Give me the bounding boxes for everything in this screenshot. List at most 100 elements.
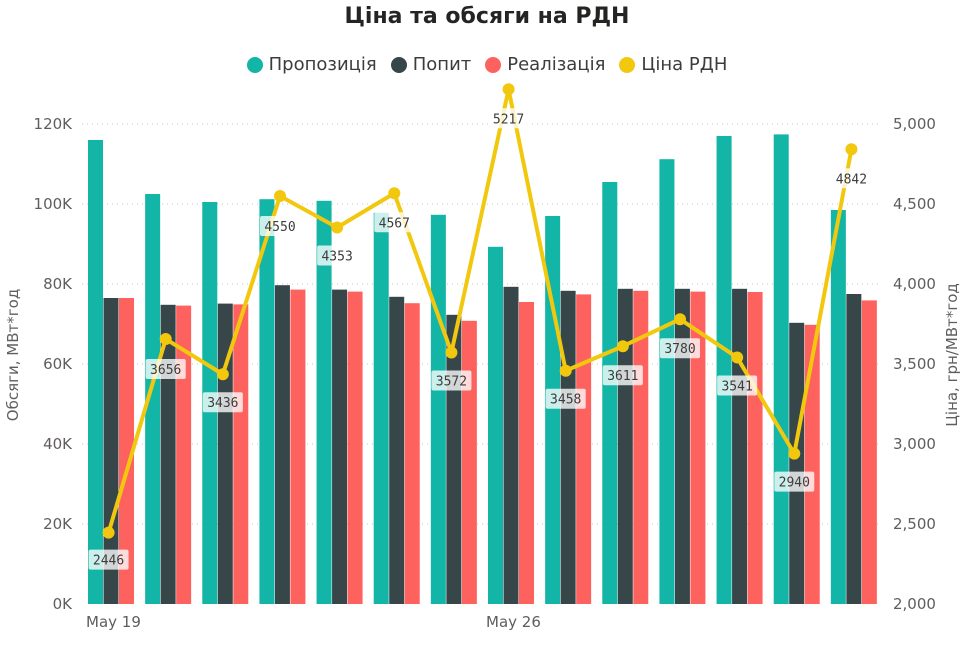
supply-bar	[488, 246, 503, 605]
sales-bar	[461, 320, 477, 604]
price-point	[559, 364, 572, 377]
sales-bar	[804, 324, 820, 604]
legend-item-price[interactable]: Ціна РДН	[619, 54, 727, 75]
legend-item-sales[interactable]: Реалізація	[485, 54, 605, 75]
demand-bar	[560, 290, 576, 604]
supply-bar	[430, 214, 446, 605]
price-label-bg	[602, 365, 643, 386]
price-label-bg	[660, 338, 700, 359]
demand-bar	[446, 314, 462, 604]
sales-bar	[747, 292, 763, 604]
price-data-label: 4567	[379, 216, 410, 231]
right-tick-label: 3,000	[893, 435, 936, 453]
price-point	[445, 346, 458, 359]
price-point	[102, 526, 115, 539]
supply-bar	[545, 216, 561, 604]
left-tick-label: 0K	[53, 595, 74, 613]
supply-bar	[259, 199, 275, 604]
price-label-bg	[317, 245, 358, 266]
demand-bar	[332, 289, 348, 604]
sales-bar	[233, 304, 249, 604]
price-point	[159, 333, 172, 346]
price-label-bg	[260, 216, 300, 236]
legend-label-price: Ціна РДН	[641, 54, 728, 75]
price-point	[731, 351, 744, 364]
price-point	[616, 340, 629, 353]
price-point	[274, 190, 286, 202]
supply-bar	[830, 210, 846, 604]
price-data-label: 3780	[664, 342, 695, 357]
supply-bar	[659, 159, 675, 604]
left-tick-label: 100K	[34, 195, 74, 213]
price-data-label: 4842	[836, 172, 867, 187]
demand-bar	[732, 288, 748, 604]
supply-bar	[773, 134, 789, 604]
price-data-label: 3458	[550, 393, 581, 408]
price-data-label: 2940	[779, 476, 810, 491]
price-line-series	[102, 83, 858, 539]
x-tick-label: May 19	[86, 613, 141, 631]
legend-marker-price	[619, 56, 636, 73]
price-data-label: 3572	[436, 374, 467, 389]
supply-bar	[602, 182, 618, 604]
price-data-labels: 2446 3656 3436 4550 4353 4567 3572 5217 3458 3611…	[88, 108, 872, 570]
right-tick-label: 4,000	[893, 275, 936, 293]
right-tick-label: 3,500	[893, 355, 936, 373]
supply-bar	[88, 140, 103, 604]
demand-bar	[389, 296, 405, 604]
left-axis-title: Обсяги, МВт*год	[4, 289, 22, 421]
demand-bar	[789, 322, 805, 604]
legend-item-supply[interactable]: Пропозиція	[246, 54, 377, 75]
sales-bar	[290, 289, 306, 604]
price-data-label: 3541	[721, 379, 752, 394]
right-axis-title: Ціна, грн/МВт*год	[943, 283, 961, 427]
supply-bar	[316, 200, 332, 605]
right-tick-label: 5,000	[893, 115, 936, 133]
price-point	[845, 143, 858, 156]
price-data-label: 3436	[207, 396, 238, 411]
left-tick-label: 20K	[43, 515, 73, 533]
price-point	[388, 187, 401, 200]
price-data-label: 4353	[321, 250, 352, 265]
price-label-bg	[145, 359, 186, 380]
sales-bar	[347, 291, 363, 604]
price-point	[216, 368, 229, 381]
sales-bar	[404, 303, 420, 604]
price-point	[788, 447, 801, 460]
demand-bar	[674, 288, 690, 604]
legend[interactable]: Пропозиція Попит Реалізація Ціна РДН	[0, 54, 974, 75]
right-axis: 2,000 2,500 3,000 3,500 4,000 4,500 5,000	[893, 115, 936, 613]
legend-label-supply: Пропозиція	[268, 54, 377, 75]
price-label-bg	[374, 212, 415, 233]
right-tick-label: 4,500	[893, 195, 936, 213]
price-label-bg	[545, 388, 586, 409]
x-tick-label: May 26	[486, 613, 541, 631]
legend-item-demand[interactable]: Попит	[390, 54, 472, 75]
right-tick-label: 2,500	[893, 515, 936, 533]
demand-bar	[274, 285, 290, 604]
supply-bar	[373, 212, 389, 605]
price-data-label: 2446	[93, 554, 124, 569]
price-label-bg	[431, 370, 472, 391]
legend-label-demand: Попит	[412, 54, 472, 75]
left-tick-label: 60K	[43, 355, 73, 373]
supply-bar	[716, 136, 732, 604]
price-line	[106, 87, 854, 534]
price-point	[502, 83, 515, 96]
demand-bar	[617, 288, 633, 604]
sales-bar	[861, 300, 877, 604]
left-axis: 0K 20K 40K 60K 80K 100K 120K	[34, 115, 74, 613]
legend-marker-sales	[485, 56, 502, 73]
demand-bar	[846, 294, 862, 604]
price-label-bg	[831, 168, 872, 189]
left-tick-label: 80K	[43, 275, 73, 293]
price-label-bg	[717, 375, 758, 396]
right-tick-label: 2,000	[893, 595, 936, 613]
price-data-label: 3656	[150, 363, 181, 378]
left-tick-label: 120K	[34, 115, 74, 133]
price-point	[331, 221, 344, 234]
price-label-bg	[88, 549, 129, 570]
price-data-label: 5217	[493, 112, 524, 127]
bar-series	[88, 134, 877, 605]
legend-marker-supply	[246, 56, 263, 73]
